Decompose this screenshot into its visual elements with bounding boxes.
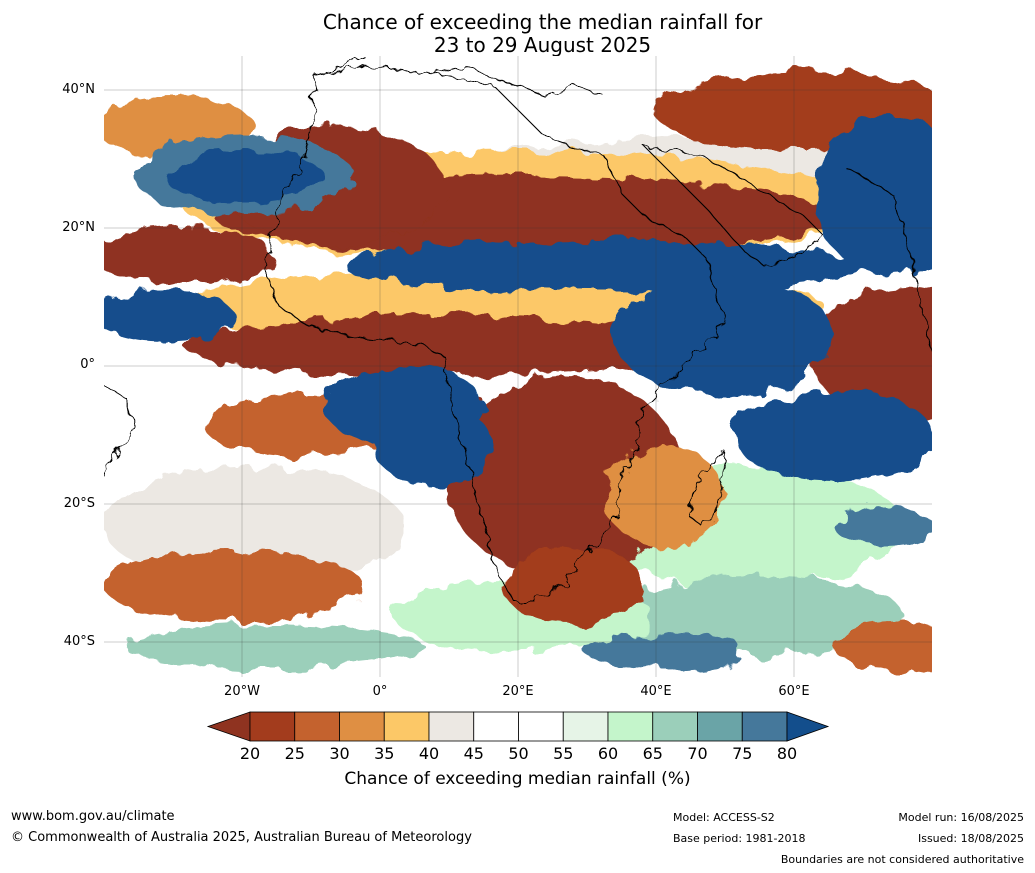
lat-label-0: 0° xyxy=(80,357,95,372)
colorbar-swatch xyxy=(607,711,654,742)
colorbar-swatch xyxy=(249,711,296,742)
lat-label-20s: 20°S xyxy=(63,496,95,511)
colorbar-tick-label: 40 xyxy=(418,744,440,763)
colorbar-swatch xyxy=(428,711,475,742)
rainfall-probability-map xyxy=(104,56,932,677)
map-canvas xyxy=(104,56,932,677)
south-america-coastline xyxy=(104,385,135,477)
field-region xyxy=(124,624,424,668)
colorbar-min-arrow xyxy=(206,711,251,742)
coastlines xyxy=(104,56,932,602)
colorbar-swatch xyxy=(473,711,519,742)
colorbar-swatch xyxy=(652,711,698,742)
field-region xyxy=(814,116,932,276)
field-region xyxy=(184,316,704,376)
lat-label-40s: 40°S xyxy=(63,634,95,649)
colorbar-swatch xyxy=(562,711,609,742)
arabia-coastline xyxy=(642,145,825,267)
colorbar-tick-label: 45 xyxy=(463,744,484,763)
colorbar-tick-label: 80 xyxy=(776,744,798,763)
field-region xyxy=(164,150,324,202)
field-region xyxy=(834,506,932,546)
field-region xyxy=(734,391,932,481)
field-region xyxy=(814,286,932,426)
colorbar-tick-label: 20 xyxy=(239,744,261,763)
field-region xyxy=(614,276,834,396)
colorbar-max-arrow xyxy=(786,711,830,742)
india-coastline xyxy=(843,165,932,357)
lon-label-40e: 40°E xyxy=(640,684,672,699)
lon-label-20e: 20°E xyxy=(502,684,534,699)
footer-disclaimer: Boundaries are not considered authoritat… xyxy=(780,853,1024,866)
colorbar-tick-label: 75 xyxy=(732,744,753,763)
colorbar-tick-label: 65 xyxy=(642,744,663,763)
footer-website[interactable]: www.bom.gov.au/climate xyxy=(11,809,175,824)
colorbar-tick-label: 55 xyxy=(553,744,574,763)
field-region xyxy=(104,551,364,621)
lon-label-60e: 60°E xyxy=(778,684,810,699)
madagascar-coastline xyxy=(688,449,727,527)
colorbar-swatch xyxy=(518,711,564,742)
europe-coastline xyxy=(313,56,605,97)
colorbar-swatches xyxy=(206,711,830,742)
colorbar-tick-label: 35 xyxy=(374,744,395,763)
graticule xyxy=(104,56,932,677)
chart-title-line1: Chance of exceeding the median rainfall … xyxy=(322,10,763,34)
colorbar-swatch xyxy=(741,711,788,742)
field-region xyxy=(104,291,234,341)
africa-coastline xyxy=(263,65,725,602)
field-region xyxy=(504,546,644,626)
footer-model: Model: ACCESS-S2 xyxy=(673,811,775,824)
field-region xyxy=(374,406,494,486)
colorbar-tick-label: 30 xyxy=(329,744,350,763)
colorbar-swatch xyxy=(383,711,430,742)
lat-label-40n: 40°N xyxy=(62,82,95,97)
colorbar-tick-label: 70 xyxy=(687,744,708,763)
lon-label-0: 0° xyxy=(372,684,388,699)
chart-title-line2: 23 to 29 August 2025 xyxy=(433,33,652,57)
colorbar-swatch xyxy=(339,711,385,742)
footer-issued: Issued: 18/08/2025 xyxy=(917,832,1024,845)
lat-label-20n: 20°N xyxy=(62,220,95,235)
field-region xyxy=(604,446,724,546)
field-region xyxy=(834,621,932,671)
footer-model-run: Model run: 16/08/2025 xyxy=(898,811,1024,824)
footer-base-period: Base period: 1981-2018 xyxy=(673,832,806,845)
colorbar-swatch xyxy=(697,711,743,742)
footer-copyright: © Commonwealth of Australia 2025, Austra… xyxy=(11,830,472,845)
colorbar-label: Chance of exceeding median rainfall (%) xyxy=(344,769,691,789)
lon-label-20w: 20°W xyxy=(224,684,260,699)
colorbar-tick-label: 50 xyxy=(508,744,529,763)
colorbar-tick-label: 25 xyxy=(284,744,305,763)
field-region xyxy=(584,633,744,669)
field-region xyxy=(104,228,274,284)
colorbar-tick-label: 60 xyxy=(597,744,619,763)
colorbar-swatch xyxy=(294,711,340,742)
